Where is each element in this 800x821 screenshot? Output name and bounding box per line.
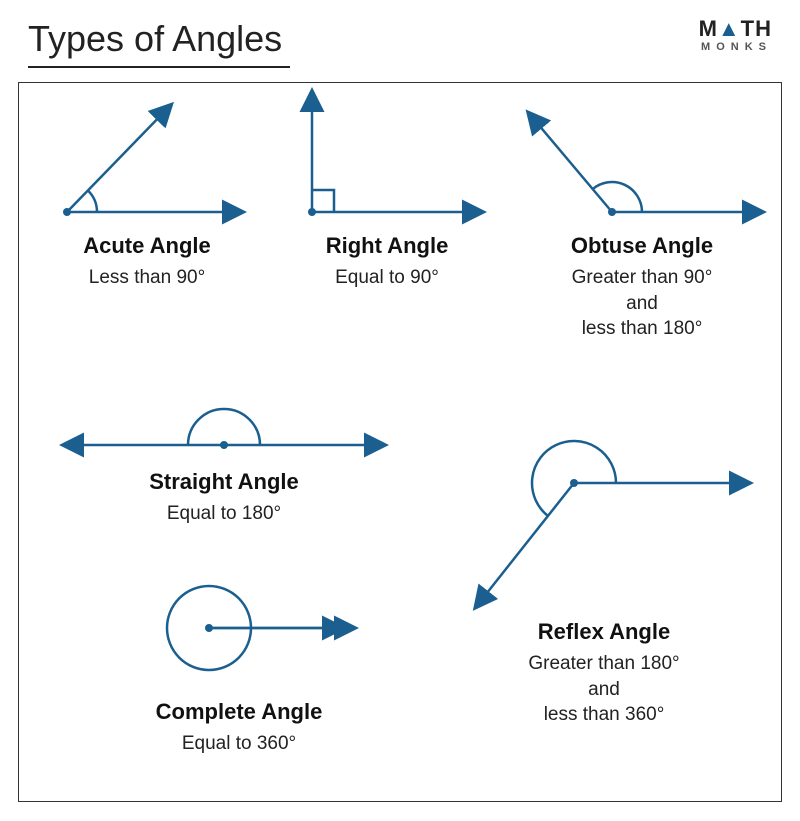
acute-desc: Less than 90°	[37, 265, 257, 291]
complete-diagram	[99, 563, 379, 693]
obtuse-desc: Greater than 90° and less than 180°	[517, 265, 767, 342]
angle-complete: Complete Angle Equal to 360°	[99, 563, 379, 757]
logo: M▲TH MONKS	[699, 18, 772, 53]
logo-letter-th: TH	[741, 16, 772, 41]
logo-sub: MONKS	[699, 42, 772, 53]
obtuse-diagram	[517, 97, 767, 227]
obtuse-desc-3: less than 180°	[582, 318, 703, 339]
right-desc: Equal to 90°	[277, 265, 497, 291]
reflex-desc: Greater than 180° and less than 360°	[454, 651, 754, 728]
acute-diagram	[37, 97, 257, 227]
right-diagram	[277, 87, 497, 227]
content-frame: Acute Angle Less than 90° Right Angle Eq…	[18, 82, 782, 802]
acute-name: Acute Angle	[37, 233, 257, 259]
obtuse-desc-1: Greater than 90°	[572, 267, 713, 288]
logo-letter-m: M	[699, 16, 718, 41]
complete-name: Complete Angle	[99, 699, 379, 725]
obtuse-name: Obtuse Angle	[517, 233, 767, 259]
reflex-desc-3: less than 360°	[544, 704, 665, 725]
obtuse-desc-2: and	[626, 293, 658, 314]
reflex-name: Reflex Angle	[454, 619, 754, 645]
right-name: Right Angle	[277, 233, 497, 259]
straight-desc: Equal to 180°	[59, 501, 389, 527]
straight-diagram	[59, 373, 389, 463]
page-title: Types of Angles	[28, 18, 290, 68]
angle-acute: Acute Angle Less than 90°	[37, 97, 257, 291]
logo-main: M▲TH	[699, 18, 772, 40]
angle-reflex: Reflex Angle Greater than 180° and less …	[454, 403, 754, 728]
complete-desc: Equal to 360°	[99, 731, 379, 757]
angle-right: Right Angle Equal to 90°	[277, 87, 497, 291]
straight-name: Straight Angle	[59, 469, 389, 495]
logo-triangle-icon: ▲	[718, 16, 741, 41]
angle-obtuse: Obtuse Angle Greater than 90° and less t…	[517, 97, 767, 342]
angle-straight: Straight Angle Equal to 180°	[59, 373, 389, 527]
reflex-desc-2: and	[588, 679, 620, 700]
reflex-diagram	[454, 403, 754, 613]
reflex-desc-1: Greater than 180°	[528, 653, 679, 674]
